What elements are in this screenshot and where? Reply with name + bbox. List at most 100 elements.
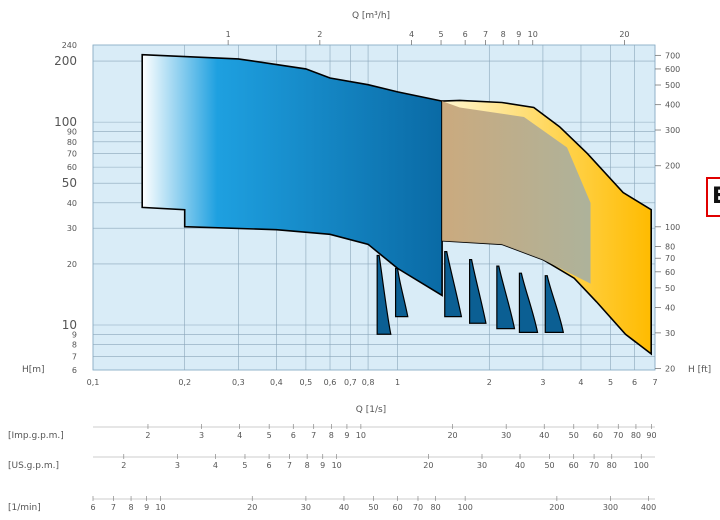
x-tick-label: 1 [395, 378, 400, 387]
x-top-tick-label: 2 [317, 30, 322, 39]
extra-scale-tick-label: 200 [549, 503, 564, 512]
y-tick-label: 240 [62, 41, 77, 50]
x-tick-label: 0,4 [270, 378, 283, 387]
extra-scale-tick-label: 7 [111, 503, 116, 512]
extra-scale-tick-label: 400 [641, 503, 656, 512]
y-tick-label: 9 [72, 330, 77, 339]
series-1-end-curve [496, 265, 516, 330]
y-right-tick-label: 80 [665, 242, 675, 251]
y-right-tick-label: 100 [665, 223, 680, 232]
extra-scale-tick-label: 7 [311, 431, 316, 440]
x-top-tick-label: 8 [501, 30, 506, 39]
extra-scale-tick-label: 40 [339, 503, 349, 512]
y-right-tick-label: 200 [665, 162, 680, 171]
extra-scale-tick-label: 70 [413, 503, 423, 512]
extra-scale-tick-label: 40 [539, 431, 549, 440]
y-right-tick-label: 50 [665, 284, 675, 293]
x-tick-label: 0,8 [362, 378, 375, 387]
x-top-tick-label: 7 [483, 30, 488, 39]
y-tick-label: 200 [54, 54, 77, 68]
x-top-tick-label: 6 [463, 30, 468, 39]
y-tick-label: 70 [67, 150, 77, 159]
extra-scale-tick-label: 6 [267, 461, 272, 470]
x-top-tick-label: 5 [438, 30, 443, 39]
y-tick-label: 100 [54, 115, 77, 129]
extra-scale-tick-label: 60 [569, 461, 579, 470]
extra-scale-tick-label: 100 [634, 461, 649, 470]
extra-scale-tick-label: 4 [213, 461, 218, 470]
extra-scale-label: [US.g.p.m.] [8, 461, 59, 471]
series-1-end-curve [376, 254, 392, 335]
x-tick-label: 0,7 [344, 378, 357, 387]
extra-scale-tick-label: 50 [544, 461, 554, 470]
y-right-tick-label: 70 [665, 254, 675, 263]
extra-scale-tick-label: 30 [501, 431, 511, 440]
extra-scale-tick-label: 50 [368, 503, 378, 512]
extra-scale-tick-label: 70 [589, 461, 599, 470]
y-tick-label: 20 [67, 260, 77, 269]
x-top-tick-label: 10 [528, 30, 538, 39]
extra-scale-tick-label: 5 [242, 461, 247, 470]
series-1-end-curve [394, 267, 409, 318]
y-right-axis-title: H [ft] [688, 365, 711, 375]
y-tick-label: 90 [67, 127, 77, 136]
y-right-tick-label: 30 [665, 329, 675, 338]
extra-scale-tick-label: 30 [301, 503, 311, 512]
extra-scale-tick-label: 60 [593, 431, 603, 440]
extra-scale-tick-label: 5 [267, 431, 272, 440]
y-tick-label: 50 [62, 176, 77, 190]
x-tick-label: 2 [487, 378, 492, 387]
extra-scale-tick-label: 8 [129, 503, 134, 512]
extra-scale-tick-label: 3 [199, 431, 204, 440]
series-1-end-curve [444, 251, 463, 318]
extra-scale-tick-label: 20 [423, 461, 433, 470]
x-top-axis-title: Q [m³/h] [352, 11, 390, 21]
extra-scale-tick-label: 3 [175, 461, 180, 470]
x-top-tick-label: 4 [409, 30, 414, 39]
extra-scale-tick-label: 80 [431, 503, 441, 512]
extra-scale-tick-label: 50 [569, 431, 579, 440]
x-tick-label: 5 [608, 378, 613, 387]
series-overlap-region [442, 101, 591, 284]
series-1-end-curve [544, 275, 565, 333]
extra-scale-label: [1/min] [8, 503, 41, 513]
extra-scale-tick-label: 9 [344, 431, 349, 440]
x-tick-label: 0,1 [87, 378, 100, 387]
extra-scale-tick-label: 80 [607, 461, 617, 470]
extra-scale-tick-label: 2 [121, 461, 126, 470]
x-top-tick-label: 1 [226, 30, 231, 39]
extra-scale-tick-label: 10 [155, 503, 165, 512]
y-tick-label: 40 [67, 199, 77, 208]
extra-scale-label: [Imp.g.p.m.] [8, 431, 64, 441]
series-1-end-curve [469, 259, 487, 324]
y-tick-label: 10 [62, 318, 77, 332]
extra-scale-tick-label: 20 [447, 431, 457, 440]
extra-scale-tick-label: 7 [287, 461, 292, 470]
y-tick-label: 60 [67, 163, 77, 172]
extra-scale-tick-label: 6 [291, 431, 296, 440]
y-right-tick-label: 400 [665, 101, 680, 110]
y-right-tick-label: 600 [665, 65, 680, 74]
extra-scale-tick-label: 9 [320, 461, 325, 470]
extra-scale-tick-label: 70 [613, 431, 623, 440]
y-tick-label: 30 [67, 224, 77, 233]
y-tick-label: 80 [67, 138, 77, 147]
cropped-label-box: E [706, 177, 720, 217]
x-top-tick-label: 9 [516, 30, 521, 39]
y-right-tick-label: 40 [665, 304, 675, 313]
x-axis-title: Q [1/s] [356, 405, 386, 415]
extra-scale-tick-label: 10 [332, 461, 342, 470]
extra-scale-tick-label: 40 [515, 461, 525, 470]
y-right-tick-label: 60 [665, 268, 675, 277]
y-right-tick-label: 700 [665, 51, 680, 60]
series-1-end-curve [518, 272, 539, 333]
x-tick-label: 0,3 [232, 378, 245, 387]
x-tick-label: 0,6 [324, 378, 337, 387]
y-right-tick-label: 300 [665, 126, 680, 135]
y-axis-title: H[m] [22, 365, 45, 375]
extra-scale-tick-label: 9 [144, 503, 149, 512]
extra-scale-tick-label: 20 [247, 503, 257, 512]
extra-scale-tick-label: 100 [458, 503, 473, 512]
